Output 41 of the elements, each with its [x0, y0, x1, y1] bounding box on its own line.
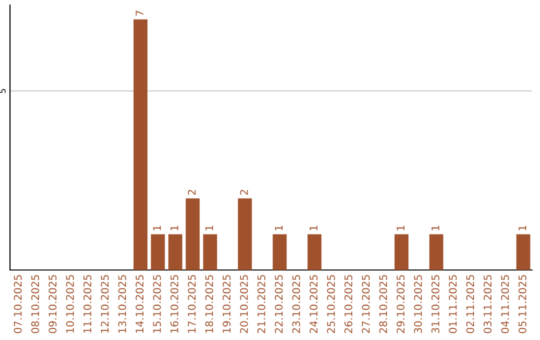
x-tick-label: 22.10.2025	[274, 275, 283, 334]
x-tick-label: 08.10.2025	[31, 275, 40, 334]
x-tick-label: 09.10.2025	[48, 275, 57, 334]
x-tick-label: 07.10.2025	[14, 275, 22, 334]
x-tick-label: 26.10.2025	[344, 275, 352, 334]
x-tick-label: 30.10.2025	[414, 275, 422, 334]
data-label: 1	[153, 226, 161, 230]
x-tick-label: 15.10.2025	[153, 275, 161, 333]
data-label: 1	[396, 226, 404, 230]
x-tick-label: 11.10.2025	[83, 275, 92, 333]
x-tick-label: 18.10.2025	[205, 275, 214, 333]
data-label: 7	[136, 10, 144, 16]
x-tick-label: 16.10.2025	[170, 275, 178, 333]
x-tick-label: 10.10.2025	[66, 275, 74, 333]
data-label: 2	[188, 190, 196, 195]
x-tick-label: 31.10.2025	[431, 275, 440, 334]
x-tick-label: 14.10.2025	[136, 275, 144, 333]
x-tick-label: 20.10.2025	[240, 275, 248, 334]
x-tick-label: 05.11.2025	[518, 275, 526, 334]
x-tick-label: 23.10.2025	[292, 275, 300, 334]
data-label: 2	[240, 190, 248, 195]
x-tick-label: 02.11.2025	[466, 275, 474, 334]
x-tick-label: 29.10.2025	[396, 275, 405, 334]
x-tick-label: 19.10.2025	[222, 275, 231, 333]
x-tick-label: 01.11.2025	[448, 275, 457, 334]
data-label: 1	[205, 226, 213, 230]
data-label: 1	[310, 226, 318, 230]
data-label: 1	[518, 226, 526, 230]
x-tick-label: 12.10.2025	[100, 275, 109, 333]
x-tick-label: 25.10.2025	[327, 275, 335, 334]
x-tick-label: 27.10.2025	[362, 275, 370, 334]
data-label: 1	[274, 226, 283, 230]
x-tick-label: 17.10.2025	[188, 275, 196, 333]
x-tick-label: 28.10.2025	[379, 275, 388, 334]
data-label: 1	[432, 226, 440, 230]
x-tick-label: 24.10.2025	[310, 275, 318, 334]
x-tick-label: 21.10.2025	[257, 275, 266, 334]
data-label: 1	[170, 226, 178, 230]
x-tick-label: 13.10.2025	[118, 275, 126, 333]
x-tick-label: 04.11.2025	[501, 275, 509, 334]
x-tick-label: 03.11.2025	[484, 275, 492, 334]
